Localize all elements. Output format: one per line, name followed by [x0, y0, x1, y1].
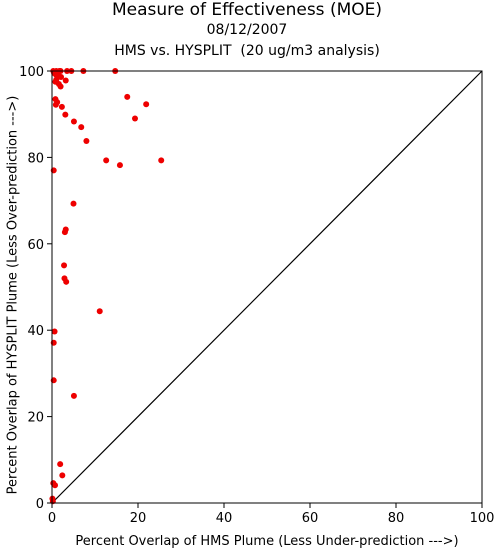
data-point — [78, 124, 85, 131]
data-point — [61, 229, 68, 236]
data-point — [58, 103, 65, 110]
data-point — [58, 74, 65, 81]
x-tick-label: 60 — [302, 511, 319, 526]
data-point — [57, 83, 64, 90]
data-point — [61, 262, 68, 269]
y-tick-label: 100 — [19, 65, 44, 80]
chart-date: 08/12/2007 — [206, 22, 288, 38]
data-point — [52, 482, 59, 489]
x-axis-label: Percent Overlap of HMS Plume (Less Under… — [75, 534, 458, 549]
data-point — [143, 101, 150, 108]
data-point — [103, 157, 110, 164]
data-point — [70, 392, 77, 399]
data-point — [96, 308, 103, 315]
data-point — [116, 162, 123, 169]
data-point — [83, 137, 90, 144]
data-point — [63, 278, 70, 285]
y-tick-label: 60 — [27, 238, 44, 253]
x-tick-label: 0 — [48, 511, 56, 526]
data-point — [62, 111, 69, 118]
x-tick-label: 40 — [216, 511, 233, 526]
data-point — [57, 461, 64, 468]
chart-title: Measure of Effectiveness (MOE) — [111, 0, 383, 20]
y-axis-label: Percent Overlap of HYSPLIT Plume (Less O… — [6, 96, 21, 495]
x-tick-label: 100 — [470, 511, 494, 526]
x-tick-label: 80 — [388, 511, 405, 526]
chart-subtitle: HMS vs. HYSPLIT (20 ug/m3 analysis) — [114, 43, 380, 59]
data-point — [70, 118, 77, 125]
data-point — [70, 200, 77, 207]
data-point — [124, 93, 131, 100]
y-tick-label: 20 — [27, 411, 44, 426]
plot-area — [51, 70, 483, 504]
data-point — [131, 115, 138, 122]
one-to-one-reference-line — [51, 70, 483, 504]
y-tick-label: 0 — [36, 497, 44, 512]
data-point — [158, 157, 165, 164]
data-point — [59, 472, 66, 479]
data-point — [52, 101, 59, 108]
x-tick-label: 20 — [130, 511, 147, 526]
data-point — [51, 328, 58, 335]
data-point — [62, 77, 69, 84]
y-tick-label: 80 — [27, 151, 44, 166]
y-tick-label: 40 — [27, 324, 44, 339]
